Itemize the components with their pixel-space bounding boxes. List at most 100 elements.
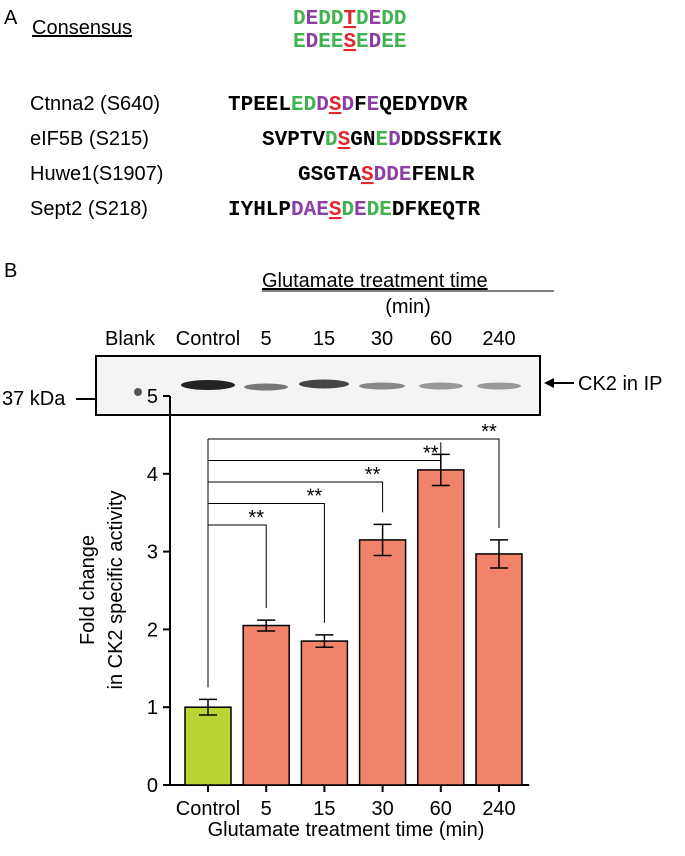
error-bar xyxy=(490,539,508,569)
x-tick-label: Control xyxy=(176,798,240,820)
residue: DD xyxy=(381,8,406,31)
error-bar xyxy=(315,634,334,649)
lane-label: 5 xyxy=(260,328,271,350)
residue: FENLR xyxy=(411,164,474,187)
arrowhead xyxy=(544,378,554,388)
site-name: Huwe1(S1907) xyxy=(30,163,163,185)
y-tick-label: 2 xyxy=(147,619,158,641)
bar xyxy=(358,539,407,786)
residue: D xyxy=(306,31,319,54)
residue: EE xyxy=(318,31,343,54)
residue: DE xyxy=(367,199,392,222)
error-bar xyxy=(257,619,276,632)
band xyxy=(477,382,521,390)
panel-label: B xyxy=(4,260,17,282)
consensus-label: Consensus xyxy=(32,17,132,39)
residue: GN xyxy=(350,129,375,152)
residue: EE xyxy=(381,31,406,54)
residue: D xyxy=(293,8,306,31)
site-name: eIF5B (S215) xyxy=(30,128,149,150)
sequence: GSGTASDDEFENLR xyxy=(298,164,475,187)
bar xyxy=(417,469,465,786)
residue: IYHLP xyxy=(228,199,291,222)
site-name: Sept2 (S218) xyxy=(30,198,148,220)
band xyxy=(244,383,288,391)
error-bar xyxy=(373,523,392,557)
significance-bracket xyxy=(208,503,325,623)
residue: QEDYDVR xyxy=(379,94,468,117)
lane-label: 15 xyxy=(313,328,335,350)
sequence: DEDDTDEDD xyxy=(293,8,406,31)
band xyxy=(181,380,235,390)
significance-label: ** xyxy=(248,507,264,529)
x-tick-label: 15 xyxy=(313,798,335,820)
residue: D xyxy=(369,31,382,54)
residue: DAE xyxy=(291,199,329,222)
band xyxy=(299,379,349,389)
residue: E xyxy=(356,31,369,54)
x-axis-label: Glutamate treatment time (min) xyxy=(208,819,485,841)
y-tick-label: 5 xyxy=(147,386,158,408)
x-tick-label: 30 xyxy=(371,798,393,820)
residue: T xyxy=(343,8,356,31)
band xyxy=(359,382,405,390)
residue: GSGTA xyxy=(298,164,361,187)
significance-label: ** xyxy=(481,421,497,443)
blot-title: Glutamate treatment time xyxy=(262,270,488,292)
residue: TPEEL xyxy=(228,94,291,117)
residue: S xyxy=(329,199,342,222)
sequence: SVPTVDSGNEDDDSSFKIK xyxy=(262,129,502,152)
blot-speck xyxy=(134,388,142,396)
significance-bracket xyxy=(208,438,500,528)
site-name: Ctnna2 (S640) xyxy=(30,93,160,115)
sequence: TPEELEDDSDFEQEDYDVR xyxy=(228,94,468,117)
marker-label: 37 kDa xyxy=(2,388,66,410)
y-tick-label: 0 xyxy=(147,775,158,797)
band xyxy=(419,382,463,390)
residue: F xyxy=(354,94,367,117)
residue: E xyxy=(293,31,306,54)
lane-label: Blank xyxy=(105,328,156,350)
y-tick-label: 1 xyxy=(147,697,158,719)
y-tick-label: 3 xyxy=(147,542,158,564)
bar xyxy=(475,553,523,786)
x-tick-label: 60 xyxy=(430,798,452,820)
lane-label: 30 xyxy=(371,328,393,350)
residue: DDSSFKIK xyxy=(401,129,502,152)
bar xyxy=(242,624,290,786)
x-tick-label: 240 xyxy=(482,798,515,820)
y-tick-label: 4 xyxy=(147,464,158,486)
residue: SVPTV xyxy=(262,129,325,152)
residue: E xyxy=(354,199,367,222)
y-axis-label: in CK2 specific activity xyxy=(105,491,127,690)
residue: S xyxy=(329,94,342,117)
error-bar xyxy=(199,698,217,716)
significance-label: ** xyxy=(423,443,439,465)
residue: D xyxy=(356,8,369,31)
bar xyxy=(184,706,232,786)
residue: S xyxy=(343,31,356,54)
bar xyxy=(300,640,349,786)
panel-label: A xyxy=(4,7,18,29)
residue: E xyxy=(367,94,380,117)
significance-bracket xyxy=(208,442,442,461)
residue: E xyxy=(306,8,319,31)
significance-bracket xyxy=(208,481,384,513)
residue: DDE xyxy=(374,164,412,187)
residue: D xyxy=(325,129,338,152)
x-tick-label: 5 xyxy=(261,798,272,820)
band-label: CK2 in IP xyxy=(578,373,662,395)
lane-label: 240 xyxy=(482,328,515,350)
residue: DFKEQTR xyxy=(392,199,481,222)
residue: S xyxy=(361,164,374,187)
residue: E xyxy=(369,8,382,31)
residue: DD xyxy=(318,8,343,31)
y-axis-label: Fold change xyxy=(77,535,99,645)
lane-label: 60 xyxy=(430,328,452,350)
residue: D xyxy=(388,129,401,152)
lane-label: Control xyxy=(176,328,240,350)
residue: S xyxy=(338,129,351,152)
sequence: EDEESEDEE xyxy=(293,31,406,54)
residue: D xyxy=(341,94,354,117)
